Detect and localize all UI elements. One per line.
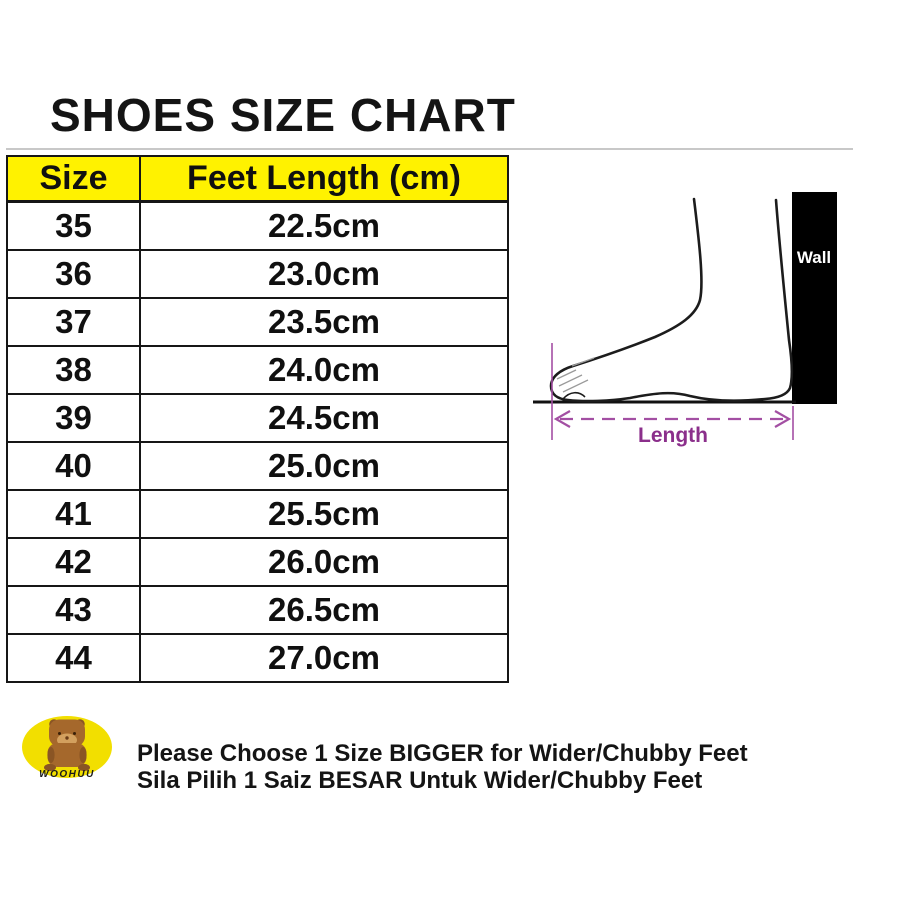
length-cell: 27.0cm: [139, 633, 509, 683]
table-row: 38 24.0cm: [6, 345, 509, 395]
size-table: Size Feet Length (cm) 35 22.5cm 36 23.0cm 37…: [6, 155, 509, 683]
page-title: SHOES SIZE CHART: [50, 89, 516, 141]
size-cell: 36: [6, 249, 141, 299]
length-cell: 23.5cm: [139, 297, 509, 347]
size-cell: 40: [6, 441, 141, 491]
length-cell: 22.5cm: [139, 200, 509, 251]
size-cell: 44: [6, 633, 141, 683]
length-cell: 25.0cm: [139, 441, 509, 491]
table-row: 44 27.0cm: [6, 633, 509, 683]
table-row: 39 24.5cm: [6, 393, 509, 443]
size-cell: 43: [6, 585, 141, 635]
header-row: Size Feet Length (cm): [6, 155, 509, 203]
size-table-header: Size Feet Length (cm): [6, 155, 509, 203]
size-cell: 38: [6, 345, 141, 395]
toe-shading: [556, 357, 595, 393]
table-row: 37 23.5cm: [6, 297, 509, 347]
table-row: 41 25.5cm: [6, 489, 509, 539]
table-row: 36 23.0cm: [6, 249, 509, 299]
length-cell: 24.5cm: [139, 393, 509, 443]
length-label: Length: [638, 424, 708, 447]
big-toe-line: [562, 391, 586, 400]
note-line-english: Please Choose 1 Size BIGGER for Wider/Ch…: [137, 740, 748, 767]
woohuu-logo: WOOHUU: [22, 716, 112, 780]
foot-measurement-diagram: Wall Length: [533, 192, 837, 447]
table-row: 40 25.0cm: [6, 441, 509, 491]
length-column-header: Feet Length (cm): [139, 155, 509, 203]
length-cell: 23.0cm: [139, 249, 509, 299]
length-cell: 26.0cm: [139, 537, 509, 587]
table-row: 42 26.0cm: [6, 537, 509, 587]
size-table-body: 35 22.5cm 36 23.0cm 37 23.5cm 38 24.0cm 39 24.5cm…: [6, 200, 509, 683]
size-cell: 41: [6, 489, 141, 539]
wall-block: [792, 192, 837, 404]
size-cell: 35: [6, 200, 141, 251]
table-row: 35 22.5cm: [6, 200, 509, 251]
wall-label: Wall: [797, 248, 831, 267]
note-line-malay: Sila Pilih 1 Saiz BESAR Untuk Wider/Chub…: [137, 767, 703, 794]
bear-icon: [44, 719, 90, 772]
size-cell: 42: [6, 537, 141, 587]
size-advice-note: Please Choose 1 Size BIGGER for Wider/Ch…: [137, 740, 748, 794]
length-cell: 25.5cm: [139, 489, 509, 539]
table-row: 43 26.5cm: [6, 585, 509, 635]
length-cell: 24.0cm: [139, 345, 509, 395]
size-column-header: Size: [6, 155, 141, 203]
length-cell: 26.5cm: [139, 585, 509, 635]
foot-outline: [549, 197, 794, 403]
divider-line: [6, 148, 853, 150]
size-cell: 39: [6, 393, 141, 443]
logo-brand-text: WOOHUU: [39, 769, 95, 780]
size-cell: 37: [6, 297, 141, 347]
arrowhead-left: [553, 410, 571, 428]
length-measurement: Length: [551, 343, 794, 447]
arrowhead-right: [774, 410, 792, 428]
